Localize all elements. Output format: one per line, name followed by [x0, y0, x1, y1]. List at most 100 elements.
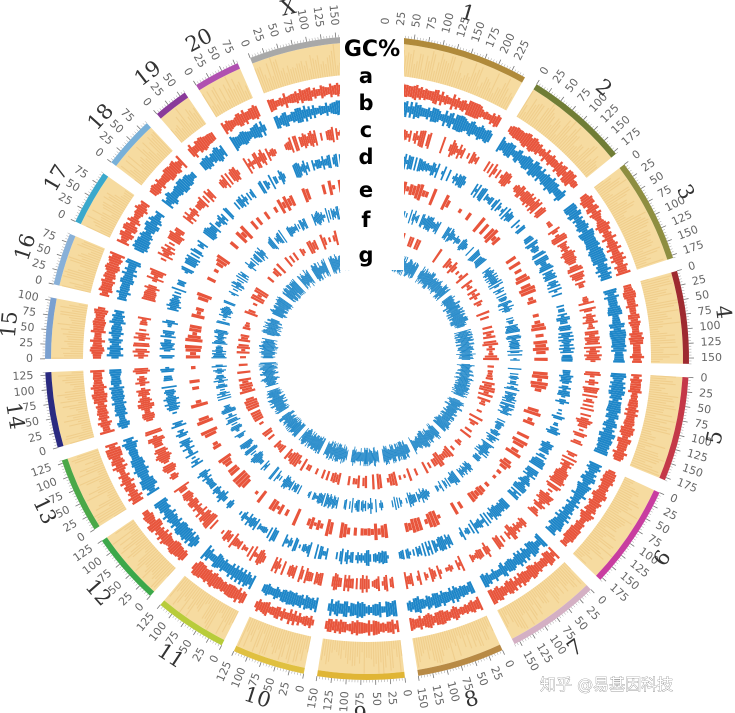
track-bar	[330, 443, 337, 460]
track-bar	[211, 357, 227, 359]
track-bar	[135, 371, 148, 375]
gc-bar	[483, 616, 489, 627]
track-bar	[460, 341, 469, 344]
track-bar	[187, 334, 201, 340]
track-bar	[168, 404, 178, 408]
gc-bar	[113, 508, 127, 517]
gc-bar	[443, 631, 450, 649]
track-bar	[578, 227, 594, 238]
track-bar	[625, 304, 639, 309]
ideogram-chr20[interactable]	[196, 63, 241, 91]
track-bar	[569, 270, 585, 278]
track-bar	[532, 564, 541, 573]
track-bar	[505, 330, 521, 335]
track-bar	[523, 542, 537, 558]
track-bar	[434, 285, 443, 294]
track-bar	[458, 274, 463, 279]
tick-mark	[417, 675, 420, 681]
track-bar	[224, 405, 230, 409]
ideogram-chr15[interactable]	[44, 297, 57, 359]
track-bar	[451, 173, 459, 184]
track-bar	[460, 242, 468, 250]
ideogram-chr10[interactable]	[233, 645, 305, 674]
track-bar	[501, 307, 513, 313]
minor-tick	[240, 654, 243, 658]
track-bar	[291, 592, 298, 607]
ideogram-chr19[interactable]	[156, 92, 189, 119]
track-bar	[120, 277, 135, 284]
track-bar	[405, 468, 413, 482]
gc-bar	[323, 639, 328, 656]
track-bar	[204, 548, 215, 561]
ideogram-chr18[interactable]	[111, 123, 151, 166]
track-bar	[286, 539, 290, 544]
track-bar	[342, 601, 347, 617]
track-bar	[241, 478, 252, 489]
ideogram-chr2[interactable]	[533, 84, 616, 158]
track-bar	[108, 445, 116, 450]
track-bar	[507, 125, 513, 133]
track-bar	[454, 387, 468, 392]
ideogram-chr8[interactable]	[417, 644, 503, 676]
track-bar	[278, 444, 287, 453]
minor-tick	[680, 432, 683, 434]
ideogram-chr16[interactable]	[53, 233, 76, 286]
track-bar	[333, 619, 338, 634]
track-bar	[585, 371, 600, 375]
track-bar	[450, 471, 460, 483]
gc-bar	[216, 104, 224, 114]
track-bar	[215, 384, 228, 388]
track-bar	[412, 102, 418, 120]
track-bar	[552, 161, 564, 173]
track-bar	[463, 103, 469, 111]
track-bar	[273, 305, 288, 314]
track-bar	[445, 260, 453, 269]
track-bar	[424, 217, 431, 229]
ideogram-chr4[interactable]	[671, 270, 690, 364]
track-bar	[585, 342, 601, 346]
ideogram-chr9[interactable]	[316, 670, 405, 680]
minor-tick	[161, 106, 164, 109]
ideogram-chrX[interactable]	[250, 36, 345, 64]
track-bar	[496, 418, 506, 423]
track-bar	[630, 397, 638, 401]
ideogram-chr3[interactable]	[619, 164, 674, 260]
track-bar	[148, 518, 157, 526]
track-bar	[237, 370, 251, 375]
track-bar	[499, 411, 509, 416]
ideogram-chr6[interactable]	[596, 490, 660, 580]
track-bar	[109, 386, 125, 391]
ideogram-chr7[interactable]	[511, 585, 591, 645]
track-bar	[136, 377, 148, 381]
ideogram-chr13[interactable]	[61, 458, 100, 530]
track-bar	[93, 397, 107, 402]
ideogram-chr17[interactable]	[75, 173, 109, 225]
ideogram-chr5[interactable]	[659, 377, 689, 481]
minor-tick	[516, 642, 519, 646]
track-bar	[125, 259, 142, 268]
track-bar	[417, 130, 423, 146]
track-bar	[215, 329, 228, 333]
track-bar	[189, 379, 200, 384]
tick-mark	[330, 677, 332, 684]
track-bar	[287, 95, 293, 104]
tick-label: 0	[379, 17, 392, 25]
ideogram-chr14[interactable]	[45, 372, 64, 448]
ideogram-chr12[interactable]	[101, 537, 155, 597]
ideogram-chr11[interactable]	[160, 600, 225, 646]
track-bar	[93, 325, 105, 329]
track-bar	[133, 336, 151, 340]
track-bar	[311, 133, 316, 144]
gc-bar	[294, 67, 300, 83]
track-bar	[293, 226, 298, 231]
gc-bar	[645, 298, 658, 302]
track-bar	[459, 606, 465, 616]
track-bar	[483, 130, 493, 144]
gc-bar	[598, 522, 606, 528]
track-bar	[474, 599, 481, 610]
track-bar	[284, 508, 291, 517]
track-bar	[398, 497, 402, 507]
track-bar	[490, 279, 498, 285]
track-bar	[447, 404, 458, 411]
minor-tick	[180, 91, 183, 95]
